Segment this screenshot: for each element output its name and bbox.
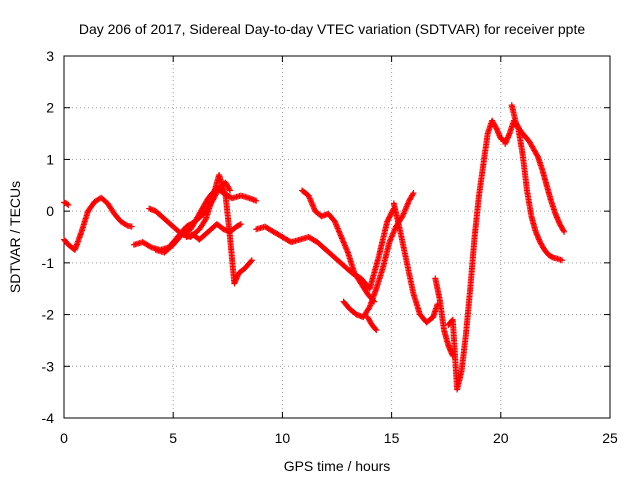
plot-frame <box>63 55 611 419</box>
data-point <box>65 201 72 208</box>
data-point <box>226 186 233 193</box>
series-S10 <box>364 314 380 334</box>
data-point <box>534 152 541 159</box>
x-tick-label: 25 <box>602 430 618 446</box>
y-tick-label: 1 <box>46 151 54 167</box>
series-S1 <box>61 194 135 253</box>
series-S15 <box>508 102 568 235</box>
series-S11 <box>390 200 441 326</box>
x-axis-label: GPS time / hours <box>284 458 391 474</box>
y-tick-label: 2 <box>46 100 54 116</box>
series-S14 <box>502 117 565 264</box>
x-tick-label: 20 <box>493 430 509 446</box>
data-point <box>558 257 565 264</box>
y-tick-label: -3 <box>42 358 55 374</box>
y-tick-label: -2 <box>42 307 55 323</box>
data-points <box>61 102 568 393</box>
x-tick-label: 5 <box>169 430 177 446</box>
data-point <box>561 228 568 235</box>
data-point <box>373 327 380 334</box>
data-point <box>64 201 71 208</box>
series-S13 <box>445 117 509 393</box>
grid-lines <box>64 56 610 418</box>
data-point <box>147 243 154 250</box>
x-tick-label: 10 <box>275 430 291 446</box>
series-S2 <box>61 199 72 208</box>
data-point <box>253 197 260 204</box>
series-S4 <box>146 184 260 238</box>
data-point <box>202 217 209 224</box>
series-S8 <box>299 187 378 305</box>
data-point <box>365 305 372 312</box>
x-tick-label: 0 <box>60 430 68 446</box>
axis-ticks: 0 5 10 15 20 25 -4 -3 -2 -1 0 1 2 3 <box>42 48 618 446</box>
chart-title: Day 206 of 2017, Sidereal Day-to-day VTE… <box>79 21 586 37</box>
data-point <box>372 326 379 333</box>
data-point <box>410 190 417 197</box>
data-point <box>560 227 567 234</box>
series-S12 <box>432 275 456 359</box>
series-S6 <box>183 221 244 243</box>
data-point <box>237 221 244 228</box>
data-point <box>247 258 254 265</box>
series-S7 <box>253 205 397 292</box>
data-point <box>128 223 135 230</box>
y-tick-label: 3 <box>46 48 54 64</box>
data-point <box>248 257 255 264</box>
y-tick-label: 0 <box>46 203 54 219</box>
y-axis-label: SDTVAR / TECUs <box>7 181 23 293</box>
data-point <box>123 221 130 228</box>
series-S5 <box>152 171 255 287</box>
data-point <box>226 187 233 194</box>
y-tick-label: -1 <box>42 255 55 271</box>
y-tick-label: -4 <box>42 410 55 426</box>
data-point <box>236 221 243 228</box>
data-point <box>409 191 416 198</box>
x-tick-label: 15 <box>384 430 400 446</box>
